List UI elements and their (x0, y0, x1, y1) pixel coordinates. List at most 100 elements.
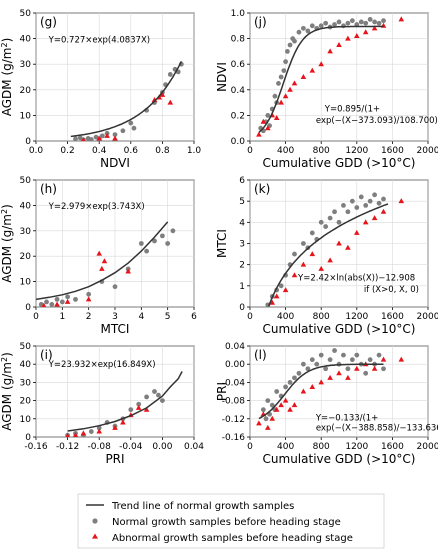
abnormal-point (300, 388, 307, 394)
plot-frame-g (35, 12, 195, 142)
normal-point (160, 233, 165, 239)
abnormal-point (287, 86, 293, 92)
normal-point (363, 20, 369, 26)
x-tick-label: 4 (138, 312, 144, 322)
normal-point (323, 20, 329, 26)
y-tick-label: 0.2 (231, 111, 245, 121)
abnormal-point (336, 240, 342, 246)
normal-point (269, 402, 275, 408)
x-tick-label: 3 (112, 312, 118, 322)
abnormal-point (354, 365, 360, 371)
normal-point (287, 42, 293, 48)
normal-point (318, 23, 324, 29)
normal-point (165, 241, 171, 246)
normal-point (73, 296, 78, 302)
plot-area-i (65, 371, 183, 437)
normal-point (372, 192, 377, 198)
y-tick-label: 40 (20, 201, 32, 211)
abnormal-point (273, 406, 280, 412)
abnormal-point (65, 433, 70, 437)
normal-point (59, 299, 65, 305)
y-tick-label: -0.12 (222, 415, 245, 425)
normal-point (96, 425, 102, 431)
x-tick-label: 1200 (345, 442, 368, 452)
abnormal-point (398, 16, 405, 22)
y-tick-label: 50 (20, 176, 32, 186)
normal-point (272, 93, 278, 99)
x-axis-label: Cumulative GDD (>10°C) (263, 452, 416, 466)
abnormal-point (265, 125, 271, 131)
x-tick-label: -0.04 (119, 442, 143, 452)
abnormal-point (380, 356, 387, 362)
normal-point (263, 416, 269, 422)
abnormal-point (318, 265, 324, 271)
normal-point (309, 23, 315, 29)
normal-point (301, 25, 306, 31)
panel-j: 0 400 800 1200 1600 2000 0.0 0.2 0.4 0.6 0.8 1.0 (j)… (215, 9, 438, 170)
abnormal-point (354, 229, 360, 235)
normal-point (152, 238, 157, 244)
y-axis-label: AGDM (g/m2) (0, 352, 14, 431)
abnormal-point (64, 298, 71, 304)
equation-text: Y=2.42×ln(abs(X))−12.908 (297, 273, 415, 283)
legend-normal-label: Normal growth samples before heading sta… (112, 517, 341, 528)
normal-point (144, 394, 150, 400)
abnormal-point (318, 61, 324, 67)
normal-point (136, 401, 142, 407)
x-tick-label: 1200 (345, 146, 368, 156)
x-tick-label: 1600 (381, 146, 404, 156)
legend-trend-label: Trend line of normal growth samples (111, 501, 294, 512)
normal-point (260, 407, 266, 413)
x-tick-label: 0.8 (155, 146, 170, 156)
trend-line-k (267, 203, 389, 307)
y-tick-label: 0 (25, 433, 31, 443)
abnormal-point (96, 250, 102, 256)
abnormal-point (345, 374, 351, 380)
abnormal-point (41, 302, 47, 307)
x-tick-label: 0.0 (29, 146, 44, 156)
abnormal-point (327, 48, 333, 54)
abnormal-point (54, 301, 60, 307)
x-tick-label: 800 (313, 312, 330, 322)
x-axis-label: MTCI (101, 322, 130, 336)
normal-point (278, 283, 284, 289)
normal-point (54, 296, 60, 302)
normal-point (278, 74, 284, 80)
y-tick-label: 30 (20, 227, 32, 237)
x-axis-label: NDVI (100, 156, 130, 170)
x-tick-label: 0.6 (124, 146, 139, 156)
x-axis-label: PRI (105, 452, 124, 466)
abnormal-point (282, 93, 289, 99)
abnormal-point (300, 74, 307, 79)
abnormal-point (96, 428, 102, 434)
normal-point (292, 38, 297, 44)
panel-label: (l) (254, 348, 267, 362)
normal-point (305, 28, 311, 34)
normal-point (73, 136, 78, 141)
normal-point (381, 366, 386, 372)
x-tick-label: 0 (247, 146, 253, 156)
plot-area-j (256, 16, 405, 137)
abnormal-point (336, 42, 342, 47)
y-tick-label: 30 (20, 60, 32, 70)
panel-i: -0.16 -0.12 -0.08 -0.04 0.00 0.04 0 10 20 30 40 50 (… (0, 342, 204, 466)
abnormal-point (101, 258, 108, 264)
x-tick-label: 0.4 (92, 146, 107, 156)
normal-point (363, 370, 369, 376)
y-tick-label: 6 (239, 176, 245, 186)
y-tick-label: 0.8 (231, 35, 246, 45)
x-tick-label: 0 (33, 312, 39, 322)
plot-area-h (36, 221, 176, 307)
plot-area-k (265, 192, 405, 307)
abnormal-point (371, 215, 378, 221)
equation-text: Y=2.979×exp(3.743X) (48, 202, 145, 212)
normal-point (296, 29, 302, 35)
y-tick-label: 0.0 (231, 137, 246, 147)
x-tick-label: 2000 (417, 442, 438, 452)
normal-point (152, 389, 157, 394)
y-tick-label: -0.08 (222, 397, 246, 407)
normal-point (281, 68, 287, 73)
x-tick-label: 0.00 (152, 442, 172, 452)
normal-point (376, 20, 382, 26)
abnormal-point (309, 67, 316, 73)
